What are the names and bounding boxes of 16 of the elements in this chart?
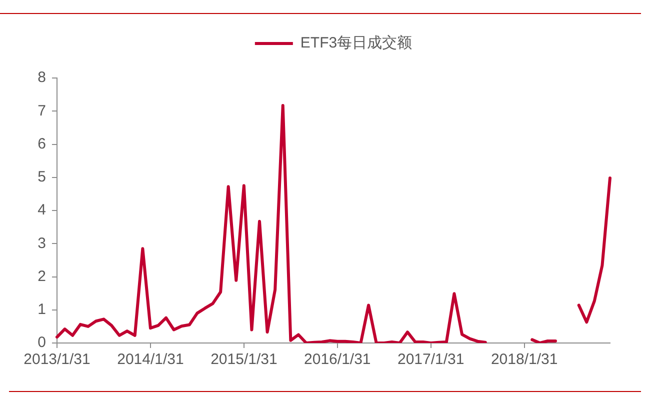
y-tick-label: 7 — [38, 102, 46, 120]
y-tick-label: 2 — [38, 268, 46, 285]
x-tick-label: 2017/1/31 — [397, 351, 464, 368]
legend-label: ETF3每日成交额 — [300, 34, 412, 52]
y-tick-label: 6 — [38, 135, 46, 152]
y-tick-label: 1 — [38, 301, 46, 318]
x-tick-label: 2018/1/31 — [490, 351, 558, 368]
x-tick-label: 2015/1/31 — [210, 351, 278, 368]
x-tick-label: 2013/1/31 — [24, 351, 90, 368]
y-tick-label: 3 — [38, 234, 46, 252]
y-tick-label: 8 — [38, 69, 46, 86]
y-tick-label: 0 — [38, 334, 46, 352]
y-tick-label: 4 — [38, 202, 46, 219]
x-tick-label: 2014/1/31 — [117, 351, 184, 368]
y-tick-label: 5 — [38, 168, 46, 186]
x-tick-label: 2016/1/31 — [304, 351, 371, 368]
